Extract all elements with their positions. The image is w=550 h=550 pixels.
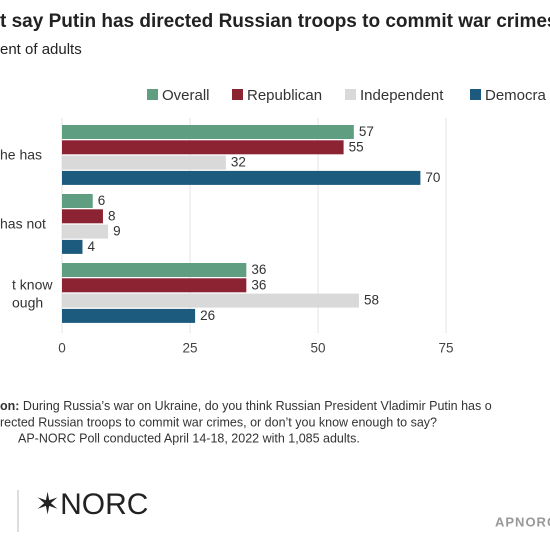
note-line: AP-NORC Poll conducted April 14-18, 2022… <box>18 431 360 445</box>
category-label: he has <box>0 146 42 162</box>
note-line: on: During Russia’s war on Ukraine, do y… <box>0 399 492 413</box>
bar <box>62 293 359 308</box>
value-label: 4 <box>87 239 95 254</box>
value-label: 9 <box>113 224 121 239</box>
bar <box>62 194 93 208</box>
note-line: rected Russian troops to commit war crim… <box>0 415 437 429</box>
legend-swatch <box>232 89 243 100</box>
bar <box>62 308 196 323</box>
bar <box>62 263 247 277</box>
bar <box>62 125 354 139</box>
bar <box>62 224 109 239</box>
note-text: During Russia’s war on Ukraine, do you t… <box>19 399 491 413</box>
value-label: 36 <box>251 262 266 277</box>
bar <box>62 278 247 293</box>
value-label: 8 <box>108 208 116 223</box>
bar <box>62 155 226 170</box>
chart-title: t say Putin has directed Russian troops … <box>0 11 550 32</box>
legend-label: Independent <box>360 87 444 104</box>
legend-label: Overall <box>162 87 210 104</box>
x-tick-label: 50 <box>310 341 325 356</box>
category-label: t know ough <box>12 276 53 310</box>
value-label: 70 <box>425 170 440 185</box>
legend-label: Democra <box>485 87 547 104</box>
brand: APNORC <box>495 514 550 529</box>
bar <box>62 209 103 224</box>
bar <box>62 239 83 254</box>
value-label: 26 <box>200 308 215 323</box>
value-label: 58 <box>364 293 379 308</box>
bar <box>62 140 344 155</box>
value-label: 57 <box>359 124 374 139</box>
legend-swatch <box>345 89 356 100</box>
value-label: 55 <box>349 139 364 154</box>
value-label: 36 <box>251 277 266 292</box>
legend-swatch <box>470 89 481 100</box>
legend-swatch <box>147 89 158 100</box>
note-label: on: <box>0 399 19 413</box>
chart-subtitle: ent of adults <box>0 41 82 58</box>
x-tick-label: 75 <box>438 341 453 356</box>
legend-label: Republican <box>247 87 322 104</box>
value-label: 32 <box>231 155 246 170</box>
x-tick-label: 25 <box>182 341 197 356</box>
category-label: has not <box>0 215 46 231</box>
logo: ✶NORC <box>35 488 148 521</box>
value-label: 6 <box>98 193 106 208</box>
x-tick-label: 0 <box>58 341 66 356</box>
bar <box>62 170 421 185</box>
